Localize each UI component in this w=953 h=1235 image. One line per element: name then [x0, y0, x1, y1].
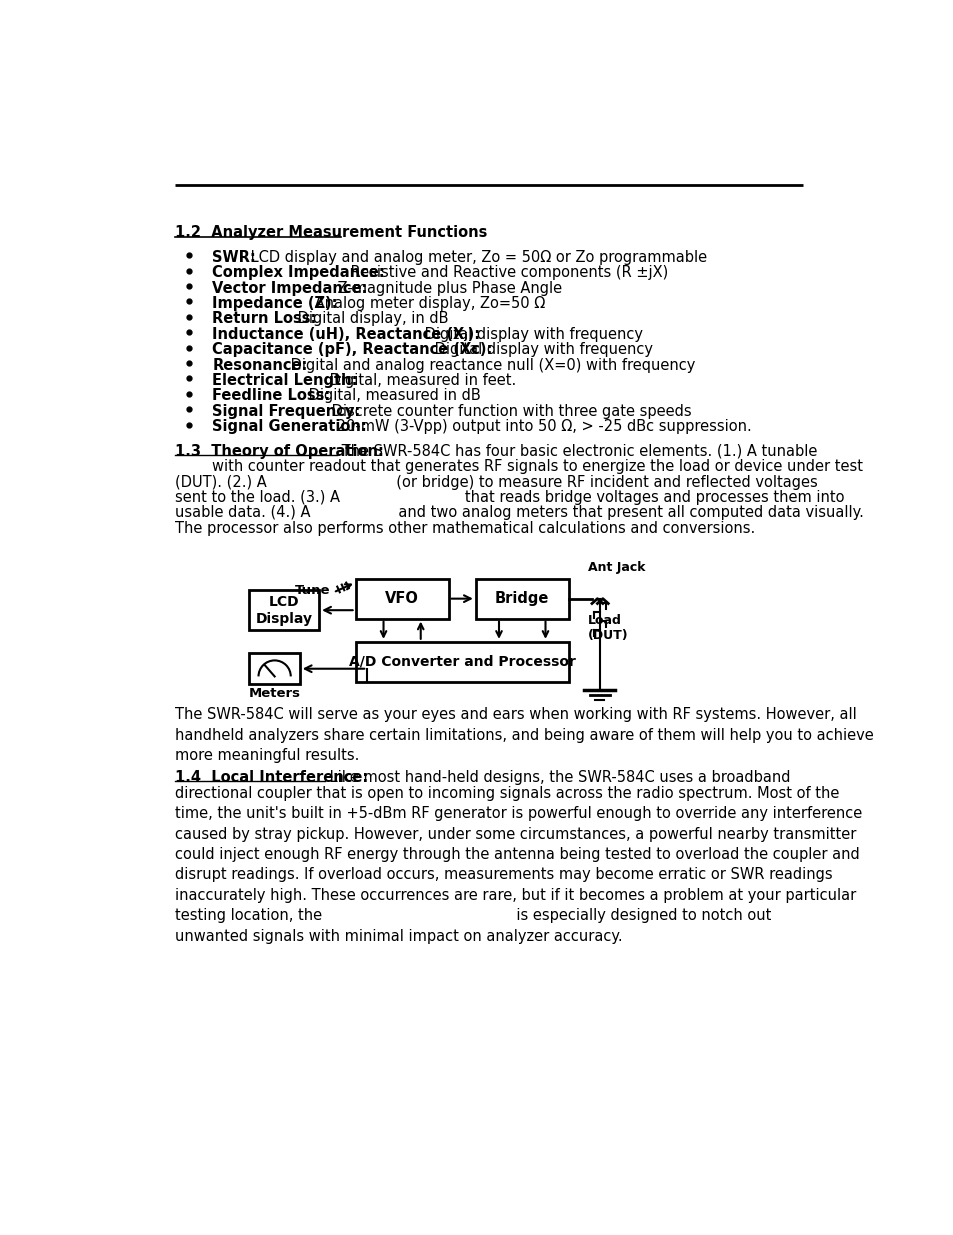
Text: Return Loss:: Return Loss: — [212, 311, 316, 326]
Text: Electrical Length:: Electrical Length: — [212, 373, 357, 388]
Text: Impedance (Z):: Impedance (Z): — [212, 296, 337, 311]
Bar — [355, 642, 568, 682]
Text: Bridge: Bridge — [495, 592, 549, 606]
Text: Analog meter display, Zo=50 Ω: Analog meter display, Zo=50 Ω — [309, 296, 544, 311]
Text: Meters: Meters — [249, 687, 300, 700]
Text: Capacitance (pF), Reactance (Xc):: Capacitance (pF), Reactance (Xc): — [212, 342, 492, 357]
Text: LCD
Display: LCD Display — [255, 594, 313, 626]
Text: 1.4  Local Interference:: 1.4 Local Interference: — [174, 771, 368, 785]
Text: Load
(DUT): Load (DUT) — [587, 614, 628, 642]
Text: Vector Impedance:: Vector Impedance: — [212, 280, 367, 295]
Text: Like most hand-held designs, the SWR-584C uses a broadband: Like most hand-held designs, the SWR-584… — [324, 771, 789, 785]
Text: Digital, measured in feet.: Digital, measured in feet. — [325, 373, 516, 388]
Text: 20-mW (3-Vpp) output into 50 Ω, > -25 dBc suppression.: 20-mW (3-Vpp) output into 50 Ω, > -25 dB… — [332, 419, 751, 435]
Bar — [249, 590, 319, 630]
Text: The SWR-584C has four basic electronic elements. (1.) A tunable: The SWR-584C has four basic electronic e… — [336, 443, 817, 459]
Text: Signal Generation:: Signal Generation: — [212, 419, 367, 435]
Text: Complex Impedance:: Complex Impedance: — [212, 266, 384, 280]
Text: Digital display with frequency: Digital display with frequency — [419, 327, 642, 342]
Bar — [355, 579, 448, 619]
Text: Digital and analog reactance null (X=0) with frequency: Digital and analog reactance null (X=0) … — [286, 358, 695, 373]
Text: VFO: VFO — [385, 592, 418, 606]
Text: Inductance (uH), Reactance (Xⱼ):: Inductance (uH), Reactance (Xⱼ): — [212, 327, 480, 342]
Text: Tune: Tune — [294, 584, 330, 598]
Text: The SWR-584C will serve as your eyes and ears when working with RF systems. Howe: The SWR-584C will serve as your eyes and… — [174, 708, 873, 763]
Text: Digital, measured in dB: Digital, measured in dB — [304, 389, 480, 404]
Text: Ant Jack: Ant Jack — [587, 561, 645, 574]
Bar — [249, 653, 299, 684]
Text: Digital display, in dB: Digital display, in dB — [293, 311, 448, 326]
Text: Discrete counter function with three gate speeds: Discrete counter function with three gat… — [327, 404, 691, 419]
Text: directional coupler that is open to incoming signals across the radio spectrum. : directional coupler that is open to inco… — [174, 785, 862, 944]
Text: A/D Converter and Processor: A/D Converter and Processor — [349, 655, 575, 669]
Text: SWR:: SWR: — [212, 249, 255, 264]
Text: Feedline Loss:: Feedline Loss: — [212, 389, 330, 404]
Text: Resistive and Reactive components (R ±jX): Resistive and Reactive components (R ±jX… — [346, 266, 668, 280]
Text: Z-magnitude plus Phase Angle: Z-magnitude plus Phase Angle — [333, 280, 561, 295]
Bar — [476, 579, 568, 619]
Text: The processor also performs other mathematical calculations and conversions.: The processor also performs other mathem… — [174, 521, 755, 536]
Text: with counter readout that generates RF signals to energize the load or device un: with counter readout that generates RF s… — [174, 459, 862, 474]
Text: sent to the load. (3.) A                           that reads bridge voltages an: sent to the load. (3.) A that reads brid… — [174, 490, 843, 505]
Text: 1.2  Analyzer Measurement Functions: 1.2 Analyzer Measurement Functions — [174, 225, 487, 240]
Text: Digital display with frequency: Digital display with frequency — [429, 342, 652, 357]
Text: 1.3  Theory of Operation:: 1.3 Theory of Operation: — [174, 443, 383, 459]
Text: (DUT). (2.) A                            (or bridge) to measure RF incident and : (DUT). (2.) A (or bridge) to measure RF … — [174, 474, 817, 490]
Text: Signal Frequency:: Signal Frequency: — [212, 404, 360, 419]
Text: LCD display and analog meter, Zo = 50Ω or Zo programmable: LCD display and analog meter, Zo = 50Ω o… — [246, 249, 706, 264]
Text: usable data. (4.) A                   and two analog meters that present all com: usable data. (4.) A and two analog meter… — [174, 505, 863, 520]
Text: Resonance:: Resonance: — [212, 358, 307, 373]
